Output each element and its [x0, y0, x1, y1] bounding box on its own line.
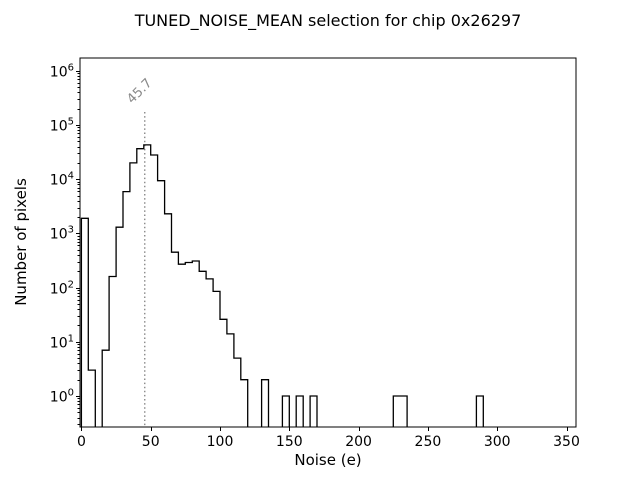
svg-text:101: 101 — [50, 334, 74, 352]
svg-text:100: 100 — [50, 388, 74, 406]
svg-text:106: 106 — [50, 63, 74, 81]
svg-text:300: 300 — [484, 434, 511, 450]
svg-text:102: 102 — [50, 280, 74, 298]
svg-text:105: 105 — [50, 117, 74, 135]
x-axis-label: Noise (e) — [294, 451, 362, 469]
chart-title: TUNED_NOISE_MEAN selection for chip 0x26… — [134, 11, 522, 30]
svg-text:0: 0 — [77, 434, 86, 450]
svg-text:200: 200 — [345, 434, 372, 450]
svg-text:104: 104 — [50, 171, 74, 189]
y-axis-ticks: 100 101 102 103 104 105 106 — [50, 63, 80, 406]
axes-frame — [79, 57, 577, 428]
svg-text:50: 50 — [142, 434, 160, 450]
svg-text:250: 250 — [415, 434, 442, 450]
y-axis-label: Number of pixels — [12, 178, 30, 306]
svg-text:350: 350 — [553, 434, 580, 450]
svg-text:100: 100 — [207, 434, 234, 450]
y-axis-minor-ticks — [77, 73, 80, 425]
x-axis-ticks: 0 50 100 150 200 250 300 350 — [77, 427, 580, 450]
svg-text:103: 103 — [50, 225, 74, 243]
svg-text:150: 150 — [276, 434, 303, 450]
histogram-outline — [80, 144, 484, 427]
